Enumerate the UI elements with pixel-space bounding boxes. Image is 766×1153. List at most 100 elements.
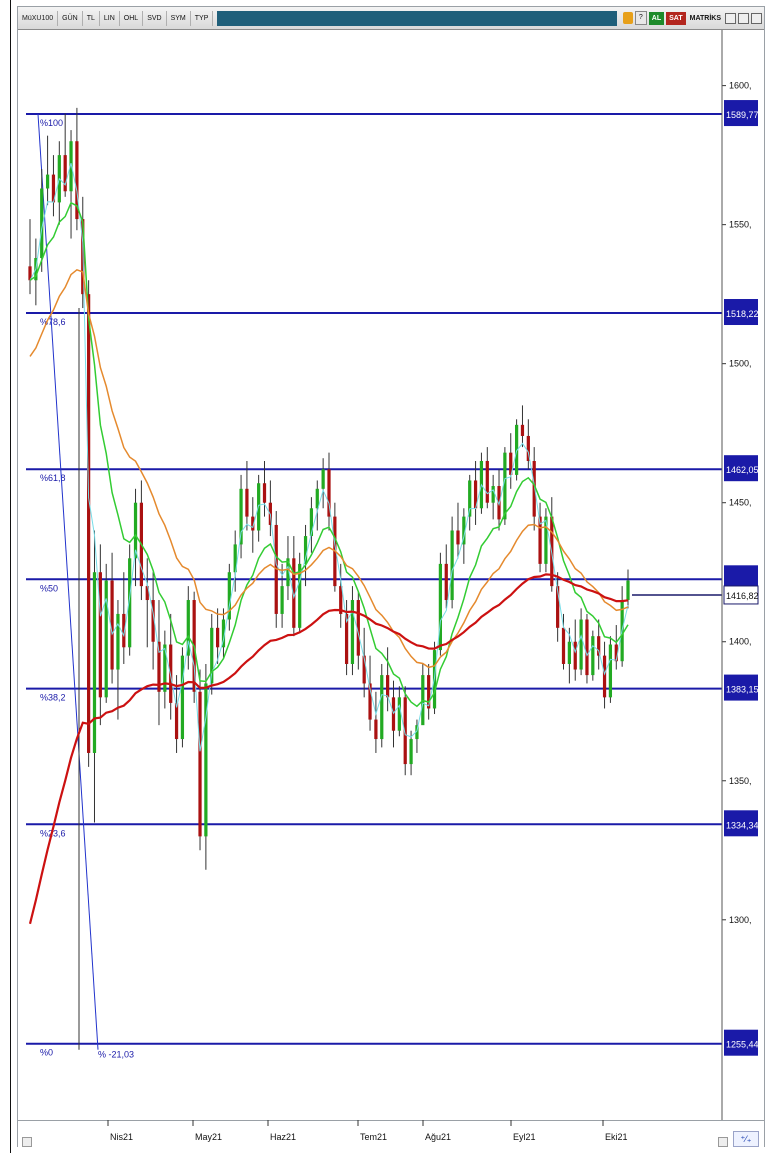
y-tick-label: 1350, <box>729 776 752 786</box>
candle-body <box>532 460 536 517</box>
candle-body <box>110 580 114 670</box>
info-bubble-icon[interactable] <box>622 12 633 24</box>
trend-percent-label: % -21,03 <box>98 1050 134 1060</box>
candle-body <box>28 266 32 281</box>
last-price-label: 1416,82 <box>726 591 759 601</box>
candle-body <box>298 563 302 628</box>
candle-body <box>174 702 179 740</box>
y-tick-label: 1500, <box>729 359 752 369</box>
candle-body <box>128 558 132 648</box>
candle-body <box>485 460 489 503</box>
candlestick-chart[interactable]: %100 1589,77 %78,6 1518,22 %61,8 1462,05 %50 %3… <box>18 30 764 1147</box>
currency-selector[interactable]: TL <box>83 10 100 26</box>
scroll-right-button[interactable] <box>718 1137 728 1147</box>
ma-red-line <box>28 573 629 925</box>
candle-body <box>556 586 560 628</box>
candle-body <box>51 174 56 203</box>
last-price-box <box>723 585 759 605</box>
candle-body <box>210 627 214 684</box>
candle-body <box>473 480 478 509</box>
x-tick-label: Eki21 <box>605 1132 628 1142</box>
candle-body <box>626 580 630 601</box>
candle-body <box>368 683 372 720</box>
candle-body <box>339 586 343 614</box>
candle-body <box>233 544 237 573</box>
question-icon[interactable]: ? <box>634 11 647 25</box>
candle-body <box>503 452 507 520</box>
candle-body <box>163 644 167 692</box>
candle-body <box>92 572 97 753</box>
chart-type-ohlc[interactable]: OHL <box>120 10 144 26</box>
fib-price-label: 1462,05 <box>726 465 759 475</box>
candle-body <box>444 563 448 601</box>
candle-body <box>397 697 401 731</box>
candle-body <box>204 683 208 837</box>
candle-body <box>438 563 443 651</box>
candle-body <box>597 636 601 656</box>
chart-type-symbol[interactable]: SYM <box>167 10 191 26</box>
candle-body <box>456 530 460 545</box>
candle-body <box>180 655 185 740</box>
candle-body <box>315 488 319 509</box>
candle-body <box>40 188 44 259</box>
candle-body <box>87 294 91 753</box>
candle-body <box>145 586 149 601</box>
candle-body <box>561 627 566 664</box>
candle-body <box>151 600 155 642</box>
candle-body <box>544 516 548 564</box>
candle-body <box>415 725 419 740</box>
fib-level-label: %100 <box>40 118 63 128</box>
candle-body <box>602 655 607 698</box>
candle-body <box>344 613 349 664</box>
candle-body <box>133 502 138 559</box>
candle-body <box>526 435 530 461</box>
minimize-icon[interactable] <box>725 12 736 24</box>
symbol-selector[interactable]: MüXU100 <box>18 10 59 26</box>
candle-body <box>409 739 413 765</box>
candle-body <box>63 155 67 192</box>
fib-price-label: 1589,77 <box>726 110 759 120</box>
fib-level-label: %38,2 <box>40 693 66 703</box>
candle-body <box>227 572 231 620</box>
fib-price-box <box>724 810 758 837</box>
candle-body <box>509 452 513 475</box>
x-tick-label: Ağu21 <box>425 1132 451 1142</box>
candle-body <box>614 644 618 662</box>
candle-body <box>69 141 73 192</box>
zoom-button[interactable]: ⁺⁄₊ <box>733 1131 759 1147</box>
candle-body <box>245 488 249 517</box>
buy-signal-button[interactable]: AL <box>648 11 665 25</box>
candle-body <box>591 636 595 676</box>
candle-body <box>538 516 542 564</box>
chart-type-candle[interactable]: SVD <box>143 10 167 26</box>
x-tick-label: Eyl21 <box>513 1132 536 1142</box>
chart-type-line[interactable]: LIN <box>100 10 120 26</box>
fib-level-label: %0 <box>40 1048 53 1058</box>
matrix-button[interactable]: MATRİKS <box>689 14 721 22</box>
candle-body <box>215 627 220 648</box>
candle-body <box>585 619 589 676</box>
fib-price-box <box>724 1029 758 1056</box>
candle-body <box>122 613 126 648</box>
candle-body <box>251 516 255 531</box>
trend-line <box>37 114 99 1050</box>
sell-signal-button[interactable]: SAT <box>666 11 686 25</box>
fib-price-box <box>724 299 758 326</box>
maximize-icon[interactable] <box>738 12 749 24</box>
candle-body <box>350 600 355 664</box>
candle-body <box>157 641 161 692</box>
period-selector[interactable]: GÜN <box>58 10 83 26</box>
scroll-left-button[interactable] <box>22 1137 32 1147</box>
candle-body <box>262 483 267 503</box>
close-icon[interactable] <box>751 12 762 24</box>
x-tick-label: May21 <box>195 1132 222 1142</box>
candle-body <box>462 516 466 545</box>
chart-type-typical[interactable]: TYP <box>191 10 214 26</box>
candle-body <box>520 424 525 436</box>
candle-body <box>327 469 331 517</box>
ma-orange-line <box>29 268 629 669</box>
candle-body <box>221 619 226 648</box>
candle-body <box>116 613 120 670</box>
x-axis-panel <box>18 1120 764 1148</box>
fib-price-label: 1383,15 <box>726 685 759 695</box>
